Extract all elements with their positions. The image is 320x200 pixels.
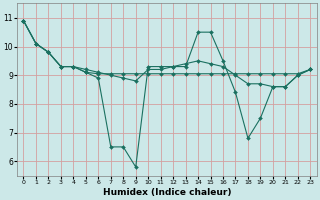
- X-axis label: Humidex (Indice chaleur): Humidex (Indice chaleur): [103, 188, 231, 197]
